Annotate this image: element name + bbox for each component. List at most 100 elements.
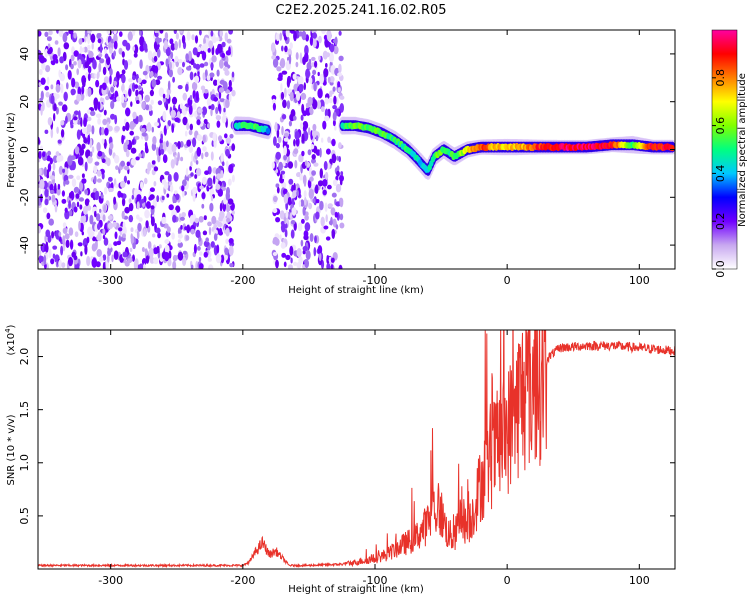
- snr-line: [38, 330, 675, 569]
- noise-speckle: [336, 165, 340, 172]
- noise-speckle: [217, 43, 223, 53]
- noise-speckle: [81, 231, 85, 236]
- noise-speckle: [197, 246, 201, 251]
- noise-speckle: [272, 208, 278, 214]
- noise-speckle: [312, 128, 317, 138]
- noise-speckle: [120, 180, 126, 189]
- noise-speckle: [91, 42, 94, 50]
- noise-speckle: [39, 97, 43, 102]
- noise-speckle: [113, 40, 118, 50]
- noise-speckle: [324, 108, 329, 118]
- noise-speckle: [91, 243, 97, 252]
- noise-speckle: [149, 89, 154, 97]
- noise-speckle: [157, 100, 163, 106]
- noise-speckle: [136, 194, 142, 201]
- noise-speckle: [331, 153, 337, 164]
- noise-speckle: [74, 265, 79, 269]
- noise-speckle: [87, 87, 92, 98]
- noise-speckle: [315, 211, 320, 220]
- noise-speckle: [320, 106, 325, 113]
- noise-speckle: [231, 71, 235, 78]
- noise-speckle: [210, 151, 214, 161]
- noise-speckle: [186, 224, 191, 234]
- noise-speckle: [184, 130, 188, 137]
- noise-speckle: [296, 261, 302, 269]
- noise-speckle: [146, 168, 150, 175]
- noise-speckle: [301, 133, 305, 144]
- noise-speckle: [132, 111, 137, 120]
- noise-speckle: [195, 90, 199, 102]
- noise-speckle: [68, 256, 73, 267]
- noise-speckle: [313, 81, 317, 92]
- y-tick-label: 1.0: [18, 454, 31, 472]
- noise-speckle: [335, 224, 339, 230]
- noise-speckle: [166, 87, 172, 95]
- noise-speckle: [97, 38, 102, 44]
- noise-speckle: [289, 42, 293, 50]
- noise-speckle: [281, 70, 288, 75]
- noise-speckle: [121, 51, 125, 58]
- noise-speckle: [288, 120, 292, 127]
- snr-series: [38, 330, 675, 569]
- noise-speckle: [271, 55, 276, 60]
- noise-speckle: [324, 97, 330, 105]
- noise-speckle: [220, 254, 225, 264]
- noise-speckle: [121, 197, 126, 207]
- noise-speckle: [84, 198, 89, 206]
- noise-speckle: [275, 142, 280, 149]
- noise-speckle: [123, 60, 129, 70]
- noise-speckle: [135, 156, 140, 161]
- noise-speckle: [94, 73, 97, 79]
- noise-speckle: [63, 42, 70, 50]
- noise-speckle: [275, 151, 282, 160]
- noise-speckle: [97, 101, 101, 111]
- noise-speckle: [181, 212, 187, 218]
- noise-speckle: [329, 43, 335, 53]
- noise-speckle: [158, 244, 162, 249]
- noise-speckle: [195, 116, 202, 121]
- noise-speckle: [223, 107, 226, 113]
- noise-speckle: [201, 106, 208, 116]
- noise-speckle: [156, 245, 160, 254]
- noise-speckle: [81, 47, 85, 53]
- y-tick-label: 1.5: [18, 401, 31, 419]
- noise-speckle: [102, 118, 108, 126]
- noise-speckle: [270, 42, 276, 53]
- noise-speckle: [228, 79, 232, 88]
- noise-speckle: [302, 250, 306, 255]
- noise-speckle: [40, 77, 46, 85]
- noise-speckle: [122, 221, 126, 229]
- noise-speckle: [145, 220, 149, 229]
- noise-speckle: [314, 235, 317, 244]
- noise-speckle: [62, 235, 66, 246]
- noise-speckle: [189, 123, 193, 131]
- noise-speckle: [306, 61, 312, 71]
- noise-speckle: [140, 127, 146, 133]
- noise-speckle: [194, 35, 199, 44]
- noise-speckle: [186, 139, 192, 147]
- noise-speckle: [323, 225, 329, 230]
- colorbar-label: Normalized spectral amplitude: [737, 73, 748, 227]
- noise-speckle: [196, 167, 202, 177]
- noise-speckle: [60, 120, 65, 126]
- noise-speckle: [55, 84, 61, 93]
- noise-speckle: [111, 254, 114, 263]
- noise-speckle: [289, 245, 294, 256]
- noise-speckle: [65, 64, 69, 71]
- noise-speckle: [175, 32, 179, 40]
- noise-speckle: [191, 34, 195, 41]
- noise-speckle: [124, 165, 130, 171]
- noise-speckle: [38, 249, 42, 256]
- noise-speckle: [84, 244, 88, 255]
- noise-speckle: [141, 247, 145, 252]
- noise-speckle: [70, 54, 75, 62]
- noise-speckle: [143, 177, 148, 185]
- noise-speckle: [145, 104, 150, 111]
- y-tick-label: -20: [18, 188, 31, 206]
- noise-speckle: [144, 248, 148, 255]
- noise-speckle: [202, 134, 206, 143]
- noise-speckle: [177, 251, 184, 261]
- x-tick-label: 100: [629, 274, 650, 287]
- noise-speckle: [224, 69, 230, 76]
- noise-speckle: [101, 138, 105, 145]
